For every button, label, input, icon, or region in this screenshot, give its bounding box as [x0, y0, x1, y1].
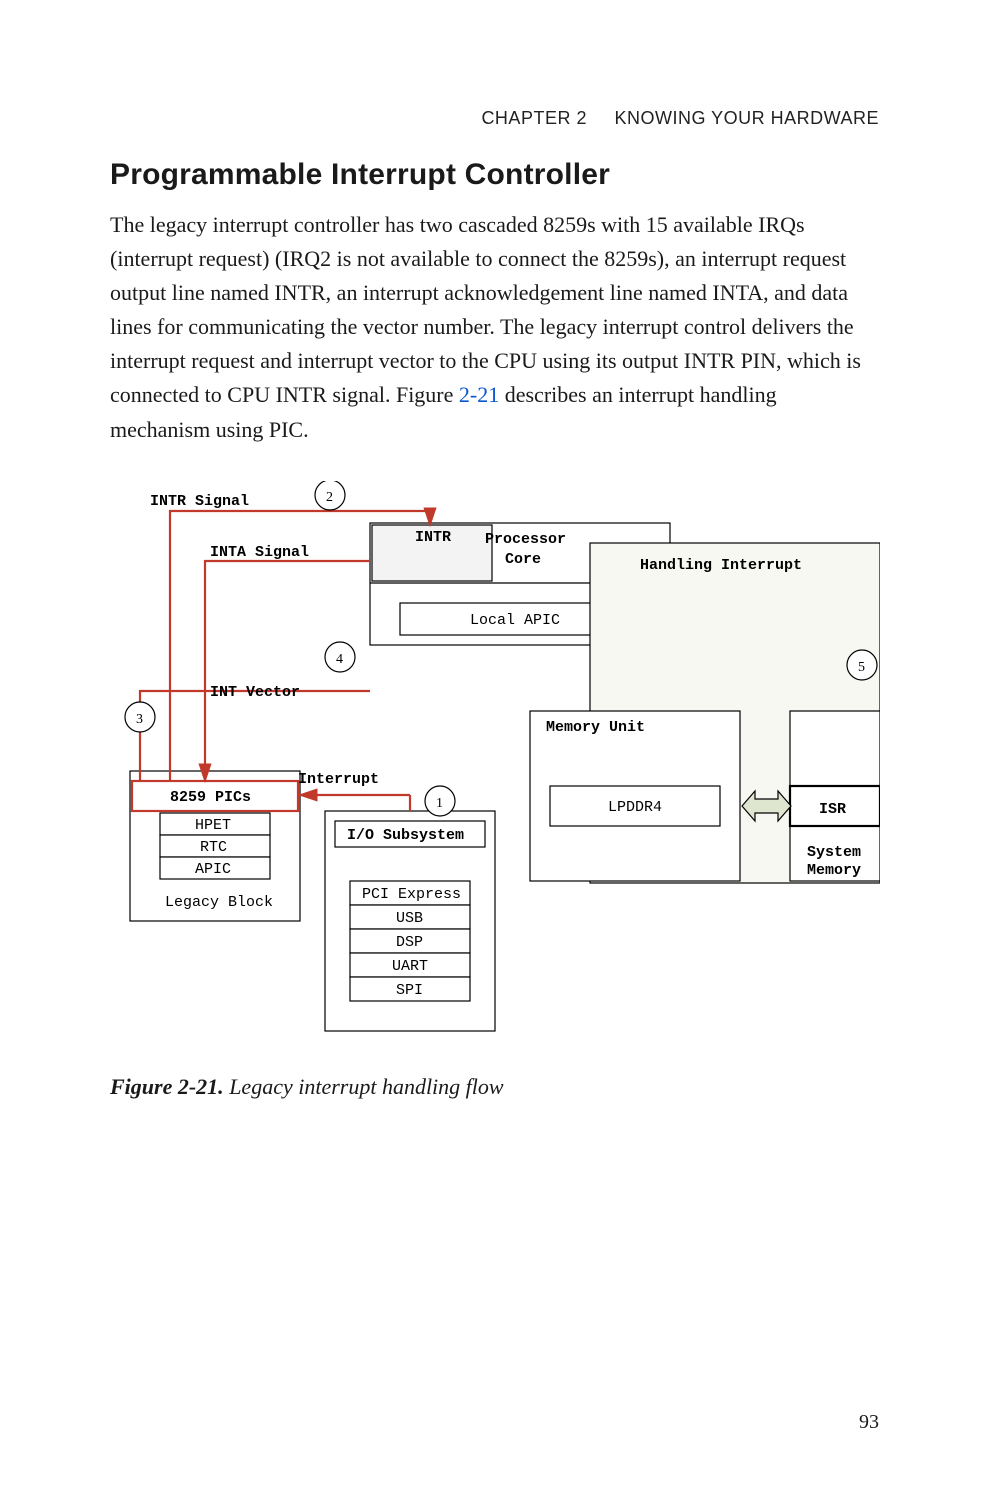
- chapter-title: KNOWING YOUR HARDWARE: [614, 108, 879, 128]
- memory-unit-block: Memory Unit LPDDR4: [530, 711, 740, 881]
- lpddr4-label: LPDDR4: [608, 799, 662, 816]
- step-3: 3: [125, 702, 155, 732]
- svg-text:3: 3: [136, 712, 143, 727]
- processor-core-1: Processor: [485, 531, 566, 548]
- page-number: 93: [859, 1411, 879, 1434]
- body-paragraph: The legacy interrupt controller has two …: [110, 208, 879, 447]
- system-memory-2: Memory: [807, 862, 861, 879]
- running-head: CHAPTER 2 KNOWING YOUR HARDWARE: [481, 108, 879, 129]
- chapter-label: CHAPTER 2: [481, 108, 587, 128]
- legacy-block-label: Legacy Block: [165, 894, 273, 911]
- io-subsystem-label: I/O Subsystem: [347, 827, 464, 844]
- section-heading: Programmable Interrupt Controller: [110, 158, 879, 192]
- step-1: 1: [425, 786, 455, 816]
- pci-label: PCI Express: [362, 886, 461, 903]
- uart-label: UART: [392, 958, 428, 975]
- memory-unit-label: Memory Unit: [546, 719, 645, 736]
- isr-block: ISR System Memory: [790, 711, 880, 881]
- usb-label: USB: [396, 910, 423, 927]
- svg-text:2: 2: [326, 490, 333, 505]
- page: CHAPTER 2 KNOWING YOUR HARDWARE Programm…: [0, 0, 989, 1500]
- rtc-label: RTC: [200, 839, 227, 856]
- caption-label: Figure 2-21.: [110, 1074, 224, 1099]
- processor-core-2: Core: [505, 551, 541, 568]
- system-memory-1: System: [807, 844, 861, 861]
- handling-interrupt-label: Handling Interrupt: [640, 557, 802, 574]
- intr-pin-label: INTR: [415, 529, 451, 546]
- intr-signal-label: INTR Signal: [150, 493, 249, 510]
- hpet-label: HPET: [195, 817, 231, 834]
- svg-text:4: 4: [336, 652, 343, 667]
- legacy-block: 8259 PICs HPET RTC APIC Legacy Block: [130, 771, 300, 921]
- interrupt-label: Interrupt: [298, 771, 379, 788]
- dsp-label: DSP: [396, 934, 423, 951]
- isr-label: ISR: [819, 801, 846, 818]
- diagram-svg: INTR Processor Core Local APIC Handling …: [110, 481, 880, 1041]
- figure-caption: Figure 2-21. Legacy interrupt handling f…: [110, 1074, 880, 1100]
- int-vector-label: INT Vector: [210, 684, 300, 701]
- io-subsystem-block: I/O Subsystem PCI Express USB DSP UART S…: [325, 811, 495, 1031]
- step-2: 2: [315, 481, 345, 510]
- figure-reference-link[interactable]: 2-21: [459, 382, 499, 407]
- figure: INTR Processor Core Local APIC Handling …: [110, 481, 880, 1100]
- pics-label: 8259 PICs: [170, 789, 251, 806]
- step-4: 4: [325, 642, 355, 672]
- caption-text: Legacy interrupt handling flow: [224, 1074, 504, 1099]
- svg-text:1: 1: [436, 796, 443, 811]
- spi-label: SPI: [396, 982, 423, 999]
- step-5: 5: [847, 650, 877, 680]
- apic-label: APIC: [195, 861, 231, 878]
- local-apic-label: Local APIC: [470, 612, 560, 629]
- int-vector-line: [140, 691, 370, 781]
- svg-text:5: 5: [858, 660, 865, 675]
- inta-signal-label: INTA Signal: [210, 544, 309, 561]
- paragraph-text: The legacy interrupt controller has two …: [110, 212, 861, 407]
